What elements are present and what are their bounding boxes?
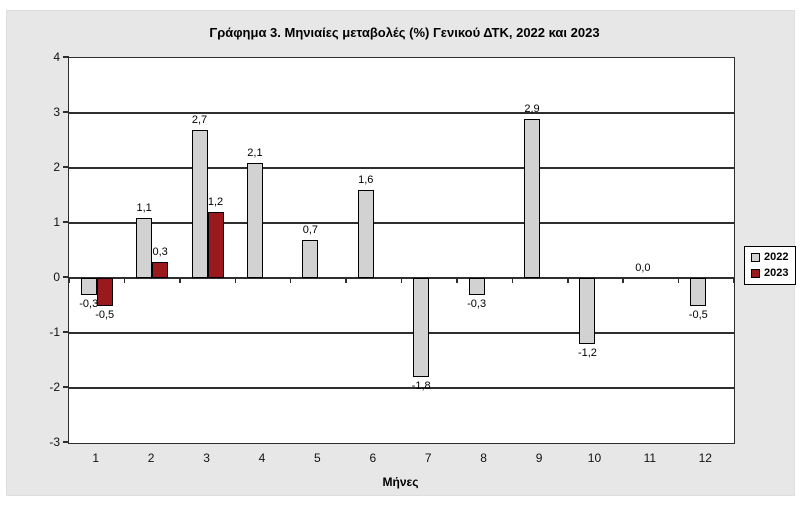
bar-2022 (357, 190, 374, 278)
x-axis-category-label: 3 (203, 451, 210, 465)
bar-2022 (468, 278, 485, 295)
bar-value-label: 0,7 (302, 223, 319, 236)
bar-value-label: 2,1 (247, 146, 263, 159)
x-axis-tick (567, 278, 569, 283)
bar-value-label: 2,7 (191, 113, 208, 126)
y-axis-label: -1 (49, 325, 60, 339)
x-axis-category-label: 7 (424, 451, 432, 465)
gridline (69, 112, 734, 114)
x-axis-category-label: 8 (480, 451, 487, 465)
y-axis-label: 3 (53, 105, 60, 119)
x-axis-tick (733, 278, 735, 283)
x-axis-category-label: 11 (643, 451, 657, 465)
x-axis-tick (123, 278, 126, 283)
gridline (69, 167, 734, 169)
bar-2022 (579, 278, 596, 344)
x-axis-tick (289, 278, 292, 283)
legend: 2022 2023 (744, 246, 797, 285)
gridline (69, 387, 734, 389)
x-axis-category-label: 9 (535, 451, 543, 465)
bar-2022 (191, 129, 208, 278)
bar-value-label: 1,1 (136, 201, 152, 214)
bar-2022 (690, 278, 707, 306)
chart-title: Γράφημα 3. Μηνιαίες μεταβολές (%) Γενικο… (209, 25, 600, 40)
legend-label: 2023 (764, 267, 789, 279)
bar-value-label: 1,2 (207, 196, 224, 208)
bar-2022 (136, 217, 153, 278)
x-axis-title: Μήνες (382, 475, 419, 489)
x-axis-category-label: 4 (258, 451, 266, 465)
bar-2022 (246, 162, 263, 278)
bar-2023 (152, 261, 169, 278)
x-axis-category-label: 12 (698, 451, 712, 465)
bar-value-label: 0,3 (152, 245, 168, 258)
y-axis-label: 0 (53, 270, 60, 284)
y-axis-tick (63, 386, 69, 388)
legend-marker-2023 (751, 269, 760, 278)
y-axis-label: 2 (53, 160, 60, 174)
x-axis-tick (677, 278, 680, 283)
bar-value-label: -0,5 (688, 308, 708, 321)
legend-marker-2022 (751, 253, 760, 262)
x-axis-category-label: 2 (147, 451, 155, 465)
y-axis-tick (63, 111, 69, 113)
bar-value-label: -0,5 (95, 308, 115, 321)
bar-value-label: -0,3 (79, 297, 99, 310)
y-axis-tick (63, 221, 69, 223)
bar-2022 (413, 278, 430, 377)
y-axis-tick (63, 331, 69, 333)
legend-label: 2022 (764, 251, 789, 263)
bar-value-label: -1,2 (577, 347, 597, 359)
bar-2022 (80, 278, 97, 295)
bar-value-label: 0,0 (635, 262, 651, 274)
x-axis-tick (345, 278, 347, 283)
y-axis-label: -2 (49, 380, 60, 394)
gridline (69, 332, 734, 334)
x-axis-tick (400, 278, 403, 283)
y-axis-label: 1 (53, 215, 60, 229)
y-axis-label: 4 (53, 50, 60, 64)
y-axis-tick (63, 56, 69, 58)
plot-area: -0,3 1,1 2,7 2,1 0,7 1,6 -1,8 -0,3 2,9 -1,2 0,0 -0,… (68, 57, 735, 444)
legend-item-2023: 2023 (751, 268, 788, 279)
bar-value-label: 2,9 (524, 102, 540, 115)
y-axis-tick (63, 441, 69, 443)
bar-2023 (96, 278, 113, 306)
x-axis-tick (234, 278, 236, 283)
bar-value-label: -0,3 (467, 297, 487, 310)
legend-item-2022: 2022 (751, 252, 788, 263)
x-axis-tick (456, 278, 458, 283)
bar-2022 (302, 239, 319, 278)
y-axis-tick (63, 166, 69, 168)
x-axis-category-label: 1 (92, 451, 100, 465)
x-axis-tick (622, 278, 624, 283)
bar-value-label: 1,6 (358, 174, 374, 186)
y-axis-tick (63, 276, 69, 278)
x-axis-tick (179, 278, 181, 283)
x-axis-tick (511, 278, 514, 283)
x-axis-category-label: 10 (587, 451, 602, 465)
x-axis-tick (68, 278, 70, 283)
y-axis-label: -3 (49, 435, 60, 449)
gridline (69, 222, 734, 224)
bar-2022 (524, 118, 541, 278)
bar-value-label: -1,8 (411, 380, 431, 392)
bar-2023 (207, 212, 224, 278)
x-axis-category-label: 6 (369, 451, 377, 465)
x-axis-category-label: 5 (314, 451, 321, 465)
